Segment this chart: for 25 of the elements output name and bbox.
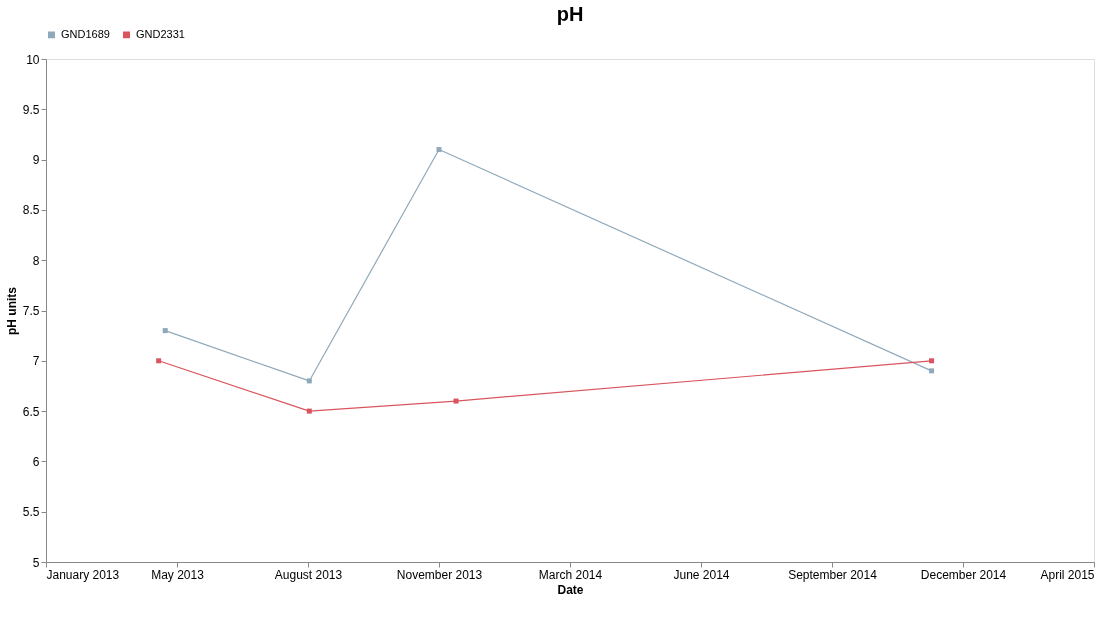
x-tick-label: November 2013 xyxy=(396,567,483,582)
y-tick-label: 6 xyxy=(32,454,40,469)
x-tick-label: April 2015 xyxy=(1040,567,1095,582)
y-tick-label: 9 xyxy=(32,153,40,168)
x-tick-label: August 2013 xyxy=(274,567,343,582)
y-tick-label: 5.5 xyxy=(22,505,40,520)
legend-label: GND2331 xyxy=(136,27,185,40)
chart-title: pH xyxy=(556,3,584,25)
x-axis-title: Date xyxy=(557,582,584,597)
y-tick-label: 8 xyxy=(32,253,40,268)
y-tick-label: 9.5 xyxy=(22,102,40,117)
y-tick-label: 5 xyxy=(32,555,40,570)
y-tick-label: 10 xyxy=(26,52,40,67)
x-tick-label: January 2013 xyxy=(46,567,120,582)
y-tick-label: 8.5 xyxy=(22,203,40,218)
x-tick-label: March 2014 xyxy=(538,567,603,582)
x-tick-label: June 2014 xyxy=(673,567,730,582)
y-tick-label: 7 xyxy=(32,354,40,369)
y-tick-label: 6.5 xyxy=(22,404,40,419)
x-tick-label: September 2014 xyxy=(788,567,878,582)
legend-label: GND1689 xyxy=(61,27,110,40)
x-tick-label: December 2014 xyxy=(920,567,1007,582)
x-tick-label: May 2013 xyxy=(151,567,205,582)
y-tick-label: 7.5 xyxy=(22,304,40,318)
y-axis-title: pH units xyxy=(4,286,19,335)
